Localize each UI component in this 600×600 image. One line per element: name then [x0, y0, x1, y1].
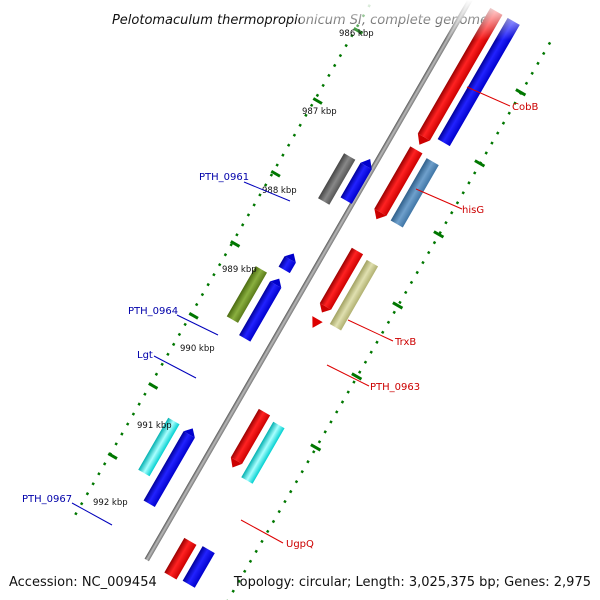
cobB-lower-red: [374, 146, 423, 216]
gene-label-PTH_0963: PTH_0963: [370, 382, 420, 393]
PTH_0963-small-arrow: [312, 316, 323, 328]
genome-track: [72, 0, 552, 600]
bottom-forward-strand: [164, 537, 197, 580]
label-leaders: [71, 86, 511, 544]
gene-label-PTH_0961: PTH_0961: [199, 172, 249, 183]
outer-tick-track: [224, 41, 552, 600]
lgt-olive-feature: [226, 266, 268, 323]
ugpQ-red-arrow: [230, 457, 243, 468]
gene-label-TrxB: TrxB: [394, 337, 416, 348]
PTH_0961-blue-arrow: [360, 159, 372, 170]
gene-label-CobB: CobB: [512, 102, 538, 113]
PTH_0964-blue-arrow: [284, 253, 296, 263]
reverse-strand-bar-1: [437, 17, 520, 147]
PTH_0961-grey-feature: [318, 153, 356, 205]
tick-label-987: 987 kbp: [302, 107, 337, 117]
ugpQ-red-feature: [230, 408, 271, 464]
trxB-red-arrow: [319, 303, 332, 313]
genome-backbone: [144, 0, 474, 562]
gene-label-PTH_0964: PTH_0964: [128, 306, 178, 317]
PTH_0967-cyan-feature: [138, 417, 180, 477]
trxB-red-feature: [319, 247, 364, 310]
tick-label-990: 990 kbp: [180, 344, 215, 354]
PTH_0961-blue-feature: [340, 162, 372, 204]
tick-label-992: 992 kbp: [93, 498, 128, 508]
PTH_0967-blue-feature: [143, 431, 195, 507]
bottom-reverse-strand: [182, 546, 215, 588]
lgt-blue-feature: [239, 281, 282, 342]
tick-label-989: 989 kbp: [222, 265, 257, 275]
lgt-blue-arrow: [270, 278, 282, 288]
tick-label-988: 988 kbp: [262, 186, 297, 196]
gene-label-Lgt: Lgt: [137, 350, 153, 361]
gene-label-UgpQ: UgpQ: [286, 539, 314, 550]
hisG-feature: [390, 158, 439, 228]
tick-label-991: 991 kbp: [137, 421, 172, 431]
gene-label-PTH_0967: PTH_0967: [22, 494, 72, 505]
tick-label-986: 986 kbp: [339, 29, 374, 39]
trxB-khaki-feature: [329, 259, 379, 331]
inner-tick-track: [72, 0, 400, 519]
PTH_0964-blue-feature: [278, 256, 296, 274]
PTH_0967-blue-arrow: [183, 428, 195, 438]
gene-label-hisG: hisG: [462, 205, 484, 216]
cobB-lower-red-arrow: [374, 208, 387, 220]
forward-strand-arrow-1: [417, 133, 430, 145]
topology-summary: Topology: circular; Length: 3,025,375 bp…: [233, 575, 591, 590]
accession-text: Accession: NC_009454: [9, 575, 157, 590]
forward-strand-bar-1: [417, 7, 503, 141]
major-ticks: [107, 27, 527, 460]
ugpQ-cyan-feature: [241, 421, 285, 484]
top-fade: [300, 0, 600, 40]
